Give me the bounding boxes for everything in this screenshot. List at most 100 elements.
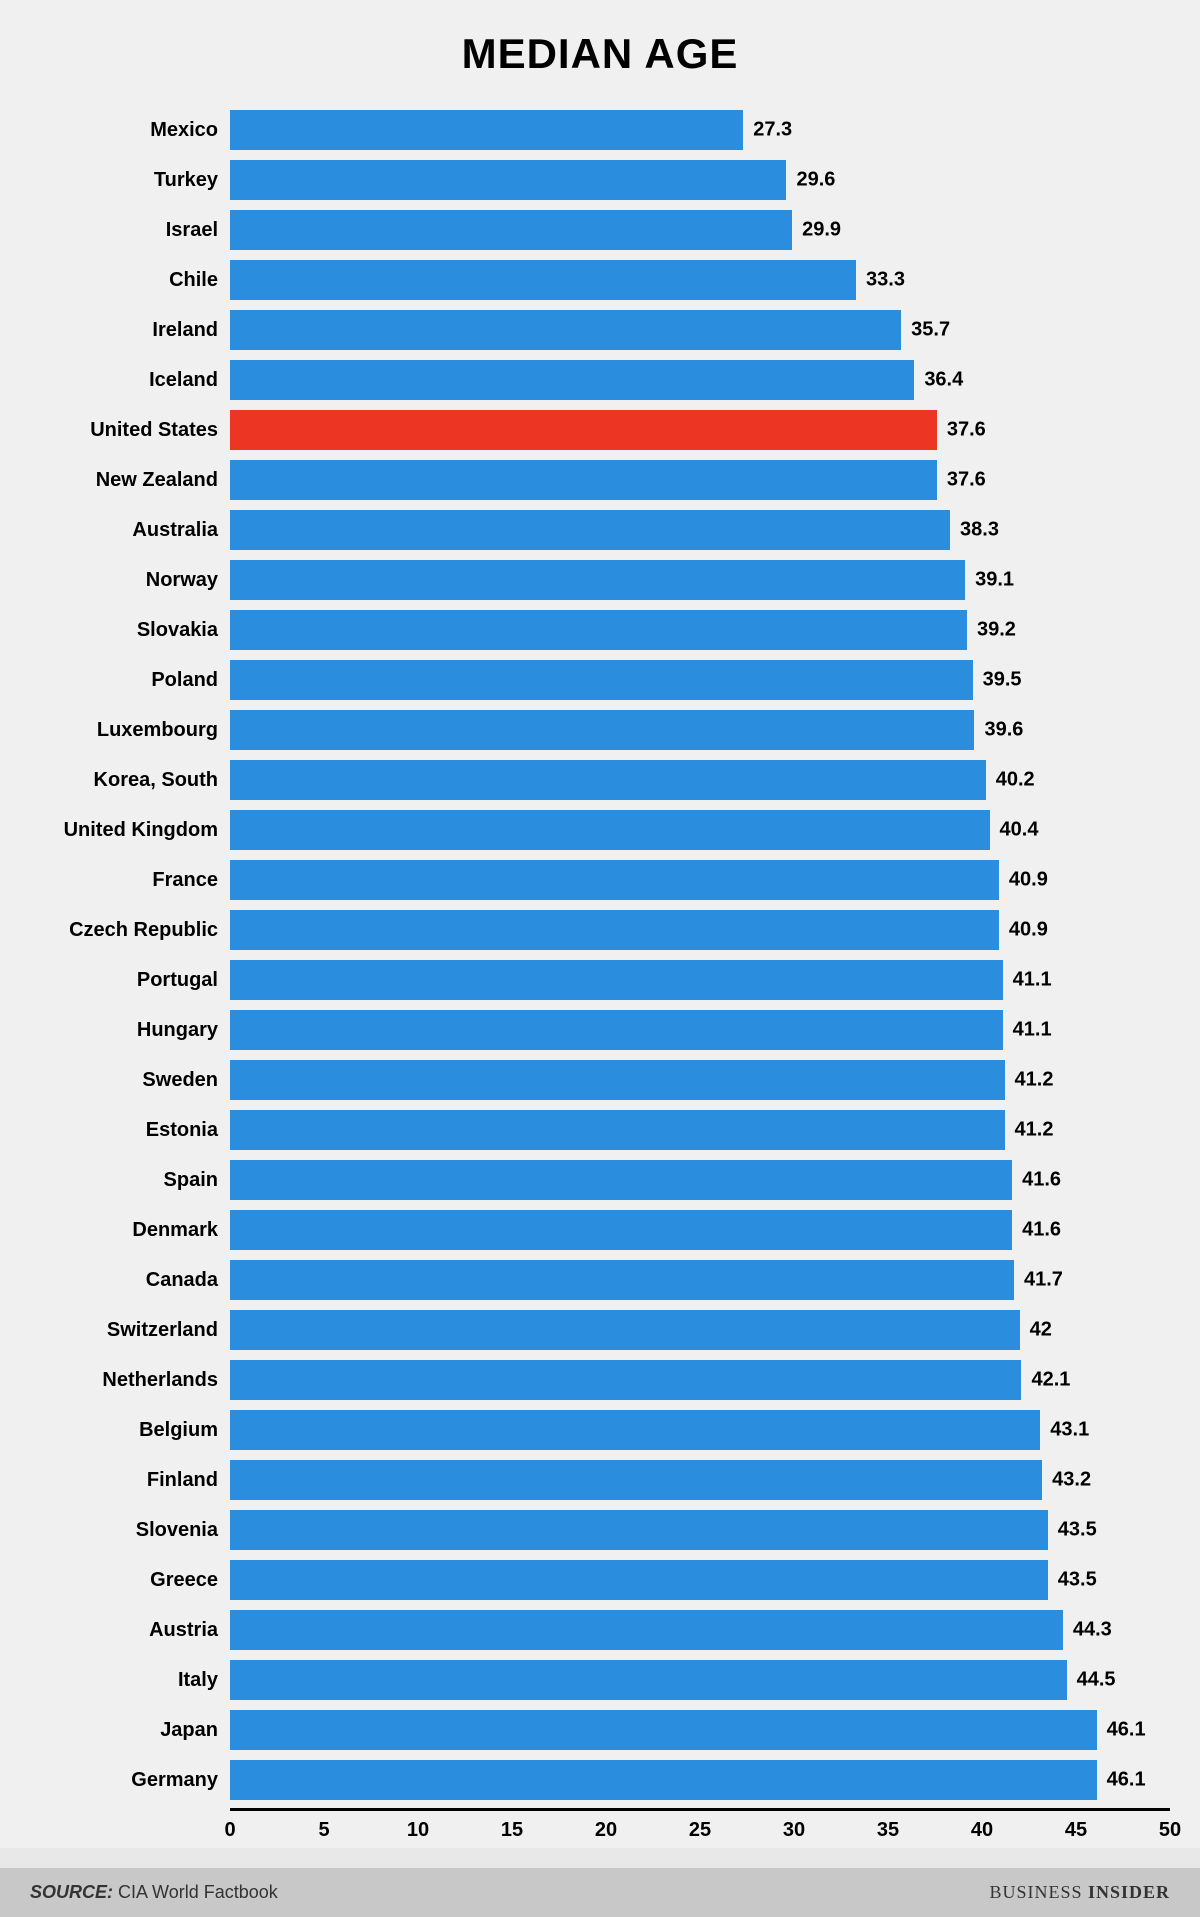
category-label: Germany [30,1769,230,1792]
bar-track: 42.1 [230,1358,1170,1402]
plot-area: Mexico27.3Turkey29.6Israel29.9Chile33.3I… [30,108,1170,1848]
bar-row: Mexico27.3 [30,108,1170,152]
bar-value: 41.2 [1005,1119,1054,1142]
bar-row: Israel 29.9 [30,208,1170,252]
bar-row: Switzerland42 [30,1308,1170,1352]
bars-region: Mexico27.3Turkey29.6Israel29.9Chile33.3I… [30,108,1170,1802]
bar-value: 39.2 [967,619,1016,642]
category-label: Slovakia [30,619,230,642]
bar-row: Slovakia 39.2 [30,608,1170,652]
bar [230,710,974,750]
bar-value: 44.5 [1067,1669,1116,1692]
bar-value: 41.6 [1012,1169,1061,1192]
bar-row: New Zealand37.6 [30,458,1170,502]
bar-track: 29.6 [230,158,1170,202]
x-tick: 40 [971,1819,993,1842]
bar-value: 41.1 [1003,1019,1052,1042]
bar-value: 37.6 [937,419,986,442]
bar-track: 39.1 [230,558,1170,602]
category-label: Ireland [30,319,230,342]
x-axis-line: 05101520253035404550 [230,1808,1170,1848]
bar-track: 44.3 [230,1608,1170,1652]
bar [230,1010,1003,1050]
bar-row: Denmark41.6 [30,1208,1170,1252]
bar-track: 29.9 [230,208,1170,252]
bar-row: France40.9 [30,858,1170,902]
x-tick: 0 [224,1819,235,1842]
x-tick: 25 [689,1819,711,1842]
bar-row: Ireland35.7 [30,308,1170,352]
bar-value: 40.4 [990,819,1039,842]
bar [230,860,999,900]
category-label: Czech Republic [30,919,230,942]
bar-row: Belgium43.1 [30,1408,1170,1452]
bar-track: 41.2 [230,1108,1170,1152]
category-label: Turkey [30,169,230,192]
bar [230,610,967,650]
bar [230,1710,1097,1750]
bar [230,1510,1048,1550]
bar [230,1560,1048,1600]
bar [230,510,950,550]
bar [230,1260,1014,1300]
bar [230,210,792,250]
x-axis: 05101520253035404550 [30,1808,1170,1848]
bar-value: 42.1 [1021,1369,1070,1392]
bar [230,1610,1063,1650]
bar-row: Greece43.5 [30,1558,1170,1602]
brand-bold: INSIDER [1088,1882,1170,1902]
bar-row: United States 37.6 [30,408,1170,452]
bar-row: Japan46.1 [30,1708,1170,1752]
x-tick: 15 [501,1819,523,1842]
bar-value: 41.1 [1003,969,1052,992]
bar [230,1210,1012,1250]
bar-value: 43.1 [1040,1419,1089,1442]
bar [230,810,990,850]
category-label: United Kingdom [30,819,230,842]
bar-track: 46.1 [230,1708,1170,1752]
bar-track: 35.7 [230,308,1170,352]
bar-value: 38.3 [950,519,999,542]
category-label: Israel [30,219,230,242]
bar-row: Hungary41.1 [30,1008,1170,1052]
bar-value: 27.3 [743,119,792,142]
bar [230,1310,1020,1350]
bar-track: 39.5 [230,658,1170,702]
bar-row: Slovenia43.5 [30,1508,1170,1552]
bar-row: Germany46.1 [30,1758,1170,1802]
bar-value: 29.9 [792,219,841,242]
category-label: Iceland [30,369,230,392]
bar [230,1460,1042,1500]
category-label: Luxembourg [30,719,230,742]
bar [230,1760,1097,1800]
category-label: United States [30,419,230,442]
bar-track: 40.2 [230,758,1170,802]
bar-track: 40.9 [230,858,1170,902]
category-label: Canada [30,1269,230,1292]
bar-row: Turkey29.6 [30,158,1170,202]
bar [230,1060,1005,1100]
bar-value: 39.6 [974,719,1023,742]
bar-row: Austria44.3 [30,1608,1170,1652]
bar-track: 41.2 [230,1058,1170,1102]
footer-bar: SOURCE: CIA World Factbook BUSINESS INSI… [0,1868,1200,1917]
bar-row: Norway39.1 [30,558,1170,602]
bar [230,1110,1005,1150]
bar-row: Portugal41.1 [30,958,1170,1002]
bar-row: Iceland 36.4 [30,358,1170,402]
bar-track: 39.2 [230,608,1170,652]
bar-row: Korea, South40.2 [30,758,1170,802]
bar-track: 43.1 [230,1408,1170,1452]
bar [230,1360,1021,1400]
bar-row: Canada41.7 [30,1258,1170,1302]
bar-track: 37.6 [230,408,1170,452]
x-tick: 35 [877,1819,899,1842]
bar-value: 46.1 [1097,1719,1146,1742]
category-label: Finland [30,1469,230,1492]
bar-value: 36.4 [914,369,963,392]
bar [230,1410,1040,1450]
bar-value: 39.1 [965,569,1014,592]
bar-value: 43.5 [1048,1519,1097,1542]
bar-track: 43.5 [230,1558,1170,1602]
x-tick: 10 [407,1819,429,1842]
